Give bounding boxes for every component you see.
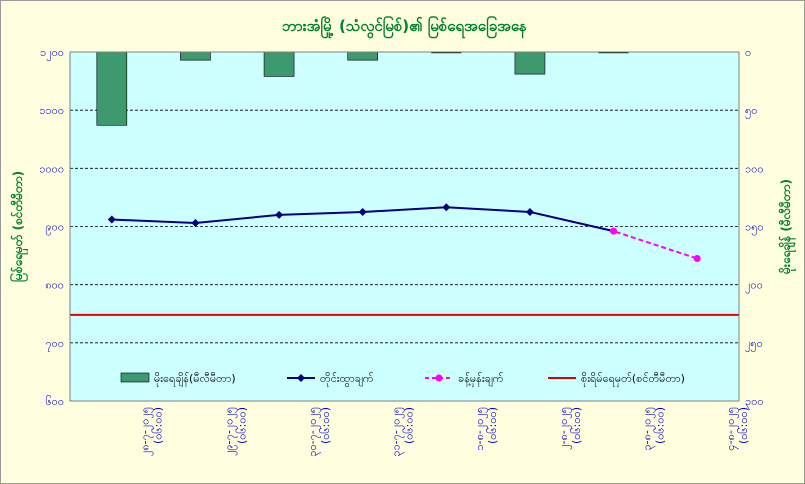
x-tick-time: (၀၆:၀၀)	[319, 407, 332, 444]
y-left-tick-label: ၁၂၀၀	[40, 46, 64, 61]
y-axis-left-label: မြစ်ရေမှတ် (စင်တီမီတာ)	[8, 171, 29, 282]
x-tick-time: (၀၆:၀၀)	[235, 407, 248, 444]
legend-danger-label: စိုးရိမ်ရေမှတ်(စင်တီမီတာ)	[581, 372, 685, 387]
x-tick-date: ၂၈-၇-၂၀၂၅	[139, 407, 154, 456]
rainfall-bar	[180, 51, 211, 61]
y-axis-right-label: မိုးရေချိန် (မီလီမီတာ)	[777, 179, 797, 275]
observed-point	[442, 203, 451, 212]
y-left-tick-label: ၉၀၀	[45, 221, 64, 236]
x-tick-date: ၃-၈-၂၀၂၅	[640, 407, 655, 451]
rainfall-bar	[96, 51, 128, 126]
x-tick-time: (၀၆:၀၀)	[737, 407, 750, 444]
x-tick-label: ၄-၈-၂၀၂၅ (၀၆:၀၀)	[724, 407, 750, 451]
x-tick-label: ၃၀-၇-၂၀၂၅ (၀၆:၀၀)	[306, 407, 332, 457]
forecast-point	[610, 227, 618, 235]
legend-forecast-label: ခန့်မှန်းချက်	[458, 372, 504, 387]
gridlines	[70, 109, 739, 344]
legend-forecast-marker	[435, 374, 443, 382]
observed-point	[358, 207, 367, 216]
y-left-tick-label: ၁၁၀၀	[39, 104, 64, 117]
x-tick-label: ၂၈-၇-၂၀၂၅ (၀၆:၀၀)	[139, 407, 165, 456]
rainfall-bar	[514, 51, 546, 75]
x-axis: ၂၈-၇-၂၀၂၅ (၀၆:၀၀) ၂၉-၇-၂၀၂၅ (၀၆:၀၀) ၃၀-၇-၂၀၂…	[139, 407, 750, 457]
left-axis: ၆၀၀ ၇၀၀ ၈၀၀ ၉၀၀ ၁၀၀၀ ၁၁၀၀ ၁၂၀၀	[39, 46, 64, 408]
x-tick-date: ၃၁-၇-၂၀၂၅	[390, 407, 405, 457]
y-right-tick-label: ၅၀	[745, 104, 757, 119]
y-right-tick-label: ၁၅၀	[745, 221, 764, 236]
legend-rain-label: မိုးရေချိန်(မီလီမီတာ)	[154, 372, 236, 387]
x-tick-time: (၀၆:၀၀)	[403, 407, 416, 444]
y-left-tick-label: ၇၀၀	[45, 337, 64, 352]
y-left-tick-label: ၈၀၀	[45, 279, 64, 292]
observed-point	[107, 215, 116, 224]
x-tick-date: ၂၉-၇-၂၀၂၅	[222, 407, 237, 456]
rainfall-bar	[431, 52, 462, 54]
x-tick-label: ၂၉-၇-၂၀၂၅ (၀၆:၀၀)	[222, 407, 248, 456]
rainfall-bar	[263, 51, 295, 77]
x-tick-time: (၀၆:၀၀)	[486, 407, 499, 444]
x-tick-time: (၀၆:၀၀)	[653, 407, 666, 444]
observed-point	[525, 207, 534, 216]
observed-point	[191, 219, 200, 228]
y-right-tick-label: ၀	[745, 46, 751, 59]
legend-observed-marker	[297, 374, 305, 382]
x-tick-label: ၁-၈-၂၀၂၅ (၀၆:၀၀)	[473, 407, 499, 451]
x-tick-time: (၀၆:၀၀)	[152, 407, 165, 444]
y-left-tick-label: ၁၀၀၀	[39, 162, 64, 175]
y-right-tick-label: ၂၀၀	[745, 279, 763, 294]
x-tick-label: ၃၁-၇-၂၀၂၅ (၀၆:၀၀)	[390, 407, 416, 457]
legend-observed-label: တိုင်းထွာချက်	[320, 372, 374, 387]
y-right-tick-label: ၃၀၀	[745, 395, 764, 410]
x-tick-label: ၂-၈-၂၀၂၅ (၀၆:၀၀)	[557, 407, 583, 450]
y-right-tick-label: ၂၅၀	[745, 337, 763, 352]
chart-title: ဘားအံမြို့ (သံလွင်မြစ်)၏ မြစ်ရေအခြေအနေ	[282, 15, 527, 39]
legend-rain-swatch	[120, 372, 150, 383]
y-left-tick-label: ၆၀၀	[45, 395, 64, 408]
rainfall-bar	[598, 52, 629, 54]
x-tick-date: ၂-၈-၂၀၂၅	[557, 407, 572, 450]
x-tick-date: ၁-၈-၂၀၂၅	[473, 407, 488, 451]
level-lines	[107, 203, 701, 262]
observed-point	[275, 210, 284, 219]
legend: မိုးရေချိန်(မီလီမီတာ) တိုင်းထွာချက် ခန့်မှ…	[120, 372, 685, 387]
x-tick-label: ၃-၈-၂၀၂၅ (၀၆:၀၀)	[640, 407, 666, 451]
y-right-tick-label: ၁၀၀	[745, 162, 764, 175]
forecast-point	[693, 254, 701, 262]
rainfall-bar	[347, 51, 378, 61]
plot-border	[69, 51, 740, 402]
x-tick-time: (၀၆:၀၀)	[570, 407, 583, 444]
rainfall-bars	[96, 51, 629, 126]
x-tick-date: ၃၀-၇-၂၀၂၅	[306, 407, 321, 457]
x-tick-date: ၄-၈-၂၀၂၅	[724, 407, 739, 451]
